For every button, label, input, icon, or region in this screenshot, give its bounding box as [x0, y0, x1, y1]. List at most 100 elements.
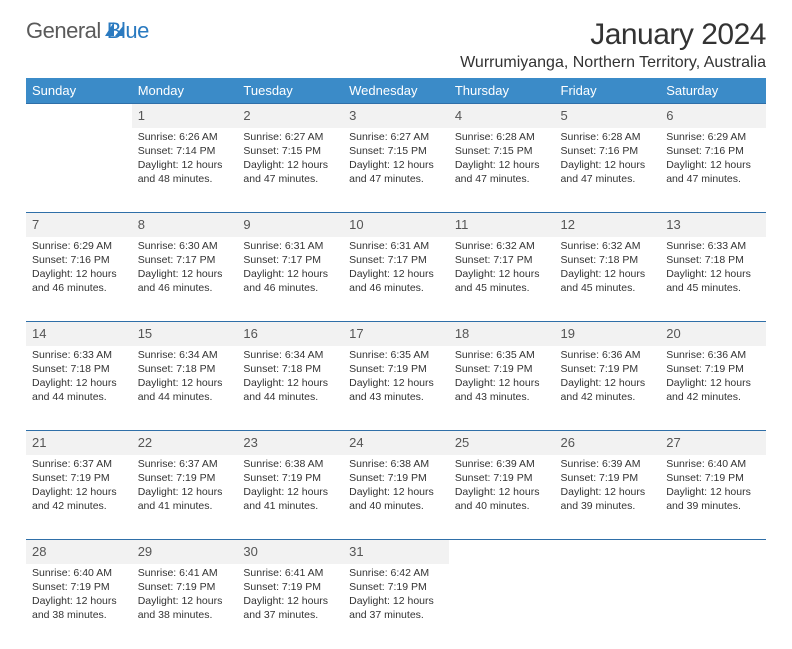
sunrise-text: Sunrise: 6:34 AM	[243, 348, 337, 362]
day-cell: Sunrise: 6:34 AMSunset: 7:18 PMDaylight:…	[132, 346, 238, 431]
sunset-text: Sunset: 7:15 PM	[455, 144, 549, 158]
sunset-text: Sunset: 7:19 PM	[138, 471, 232, 485]
day-cell: Sunrise: 6:37 AMSunset: 7:19 PMDaylight:…	[26, 455, 132, 540]
sunset-text: Sunset: 7:19 PM	[243, 580, 337, 594]
sunrise-text: Sunrise: 6:42 AM	[349, 566, 443, 580]
day-number: 5	[555, 104, 661, 128]
sunset-text: Sunset: 7:16 PM	[561, 144, 655, 158]
d1-text: Daylight: 12 hours	[32, 376, 126, 390]
d2-text: and 42 minutes.	[32, 499, 126, 513]
sunrise-text: Sunrise: 6:41 AM	[138, 566, 232, 580]
day-cell: Sunrise: 6:31 AMSunset: 7:17 PMDaylight:…	[237, 237, 343, 322]
sunrise-text: Sunrise: 6:34 AM	[138, 348, 232, 362]
day-number: 22	[132, 431, 238, 455]
day-number: 17	[343, 322, 449, 346]
logo-text-general: General	[26, 18, 101, 44]
d2-text: and 41 minutes.	[243, 499, 337, 513]
day-number: 30	[237, 540, 343, 564]
day-cell: Sunrise: 6:31 AMSunset: 7:17 PMDaylight:…	[343, 237, 449, 322]
d2-text: and 42 minutes.	[561, 390, 655, 404]
day-number: 20	[660, 322, 766, 346]
weekday-header: Thursday	[449, 78, 555, 104]
d1-text: Daylight: 12 hours	[32, 594, 126, 608]
d2-text: and 40 minutes.	[349, 499, 443, 513]
sunset-text: Sunset: 7:19 PM	[243, 471, 337, 485]
sunrise-text: Sunrise: 6:28 AM	[455, 130, 549, 144]
sunset-text: Sunset: 7:18 PM	[666, 253, 760, 267]
day-cell: Sunrise: 6:38 AMSunset: 7:19 PMDaylight:…	[343, 455, 449, 540]
d1-text: Daylight: 12 hours	[243, 158, 337, 172]
d2-text: and 47 minutes.	[243, 172, 337, 186]
day-cell: Sunrise: 6:37 AMSunset: 7:19 PMDaylight:…	[132, 455, 238, 540]
day-cell: Sunrise: 6:34 AMSunset: 7:18 PMDaylight:…	[237, 346, 343, 431]
d2-text: and 39 minutes.	[561, 499, 655, 513]
sunset-text: Sunset: 7:19 PM	[349, 580, 443, 594]
calendar-table: Sunday Monday Tuesday Wednesday Thursday…	[26, 78, 766, 649]
day-number: 24	[343, 431, 449, 455]
daynum-row: 123456	[26, 104, 766, 128]
day-number: 7	[26, 213, 132, 237]
day-number: 16	[237, 322, 343, 346]
day-cell: Sunrise: 6:30 AMSunset: 7:17 PMDaylight:…	[132, 237, 238, 322]
weekday-header: Saturday	[660, 78, 766, 104]
day-number: 1	[132, 104, 238, 128]
d2-text: and 44 minutes.	[243, 390, 337, 404]
d2-text: and 45 minutes.	[455, 281, 549, 295]
d1-text: Daylight: 12 hours	[666, 485, 760, 499]
sunrise-text: Sunrise: 6:35 AM	[455, 348, 549, 362]
d2-text: and 44 minutes.	[138, 390, 232, 404]
month-title: January 2024	[460, 18, 766, 52]
sunset-text: Sunset: 7:19 PM	[666, 471, 760, 485]
d1-text: Daylight: 12 hours	[666, 376, 760, 390]
d2-text: and 38 minutes.	[32, 608, 126, 622]
day-number: 13	[660, 213, 766, 237]
day-cell: Sunrise: 6:28 AMSunset: 7:16 PMDaylight:…	[555, 128, 661, 213]
d1-text: Daylight: 12 hours	[455, 376, 549, 390]
sunrise-text: Sunrise: 6:33 AM	[666, 239, 760, 253]
day-cell: Sunrise: 6:27 AMSunset: 7:15 PMDaylight:…	[237, 128, 343, 213]
d1-text: Daylight: 12 hours	[455, 267, 549, 281]
sunrise-text: Sunrise: 6:40 AM	[32, 566, 126, 580]
day-cell: Sunrise: 6:40 AMSunset: 7:19 PMDaylight:…	[660, 455, 766, 540]
d1-text: Daylight: 12 hours	[32, 267, 126, 281]
d1-text: Daylight: 12 hours	[138, 485, 232, 499]
sunset-text: Sunset: 7:18 PM	[243, 362, 337, 376]
sunrise-text: Sunrise: 6:31 AM	[243, 239, 337, 253]
day-number: 26	[555, 431, 661, 455]
sunset-text: Sunset: 7:14 PM	[138, 144, 232, 158]
weekday-header: Monday	[132, 78, 238, 104]
logo-text-blue: Blue	[107, 18, 149, 44]
sunset-text: Sunset: 7:19 PM	[561, 362, 655, 376]
d2-text: and 46 minutes.	[32, 281, 126, 295]
day-number	[26, 104, 132, 128]
day-number: 8	[132, 213, 238, 237]
daynum-row: 28293031	[26, 540, 766, 564]
d2-text: and 38 minutes.	[138, 608, 232, 622]
sunrise-text: Sunrise: 6:35 AM	[349, 348, 443, 362]
day-number: 18	[449, 322, 555, 346]
sunrise-text: Sunrise: 6:26 AM	[138, 130, 232, 144]
sunrise-text: Sunrise: 6:33 AM	[32, 348, 126, 362]
d2-text: and 43 minutes.	[349, 390, 443, 404]
day-cell	[26, 128, 132, 213]
sunset-text: Sunset: 7:15 PM	[349, 144, 443, 158]
day-number: 4	[449, 104, 555, 128]
d2-text: and 46 minutes.	[243, 281, 337, 295]
day-cell: Sunrise: 6:36 AMSunset: 7:19 PMDaylight:…	[660, 346, 766, 431]
day-cell: Sunrise: 6:27 AMSunset: 7:15 PMDaylight:…	[343, 128, 449, 213]
day-cell: Sunrise: 6:41 AMSunset: 7:19 PMDaylight:…	[132, 564, 238, 649]
d2-text: and 44 minutes.	[32, 390, 126, 404]
d1-text: Daylight: 12 hours	[138, 267, 232, 281]
day-number: 31	[343, 540, 449, 564]
d2-text: and 46 minutes.	[349, 281, 443, 295]
day-cell	[660, 564, 766, 649]
day-number: 11	[449, 213, 555, 237]
d1-text: Daylight: 12 hours	[561, 485, 655, 499]
d1-text: Daylight: 12 hours	[138, 594, 232, 608]
sunset-text: Sunset: 7:19 PM	[32, 471, 126, 485]
day-cell	[449, 564, 555, 649]
day-number: 10	[343, 213, 449, 237]
d2-text: and 47 minutes.	[666, 172, 760, 186]
sunrise-text: Sunrise: 6:29 AM	[32, 239, 126, 253]
day-cell: Sunrise: 6:36 AMSunset: 7:19 PMDaylight:…	[555, 346, 661, 431]
